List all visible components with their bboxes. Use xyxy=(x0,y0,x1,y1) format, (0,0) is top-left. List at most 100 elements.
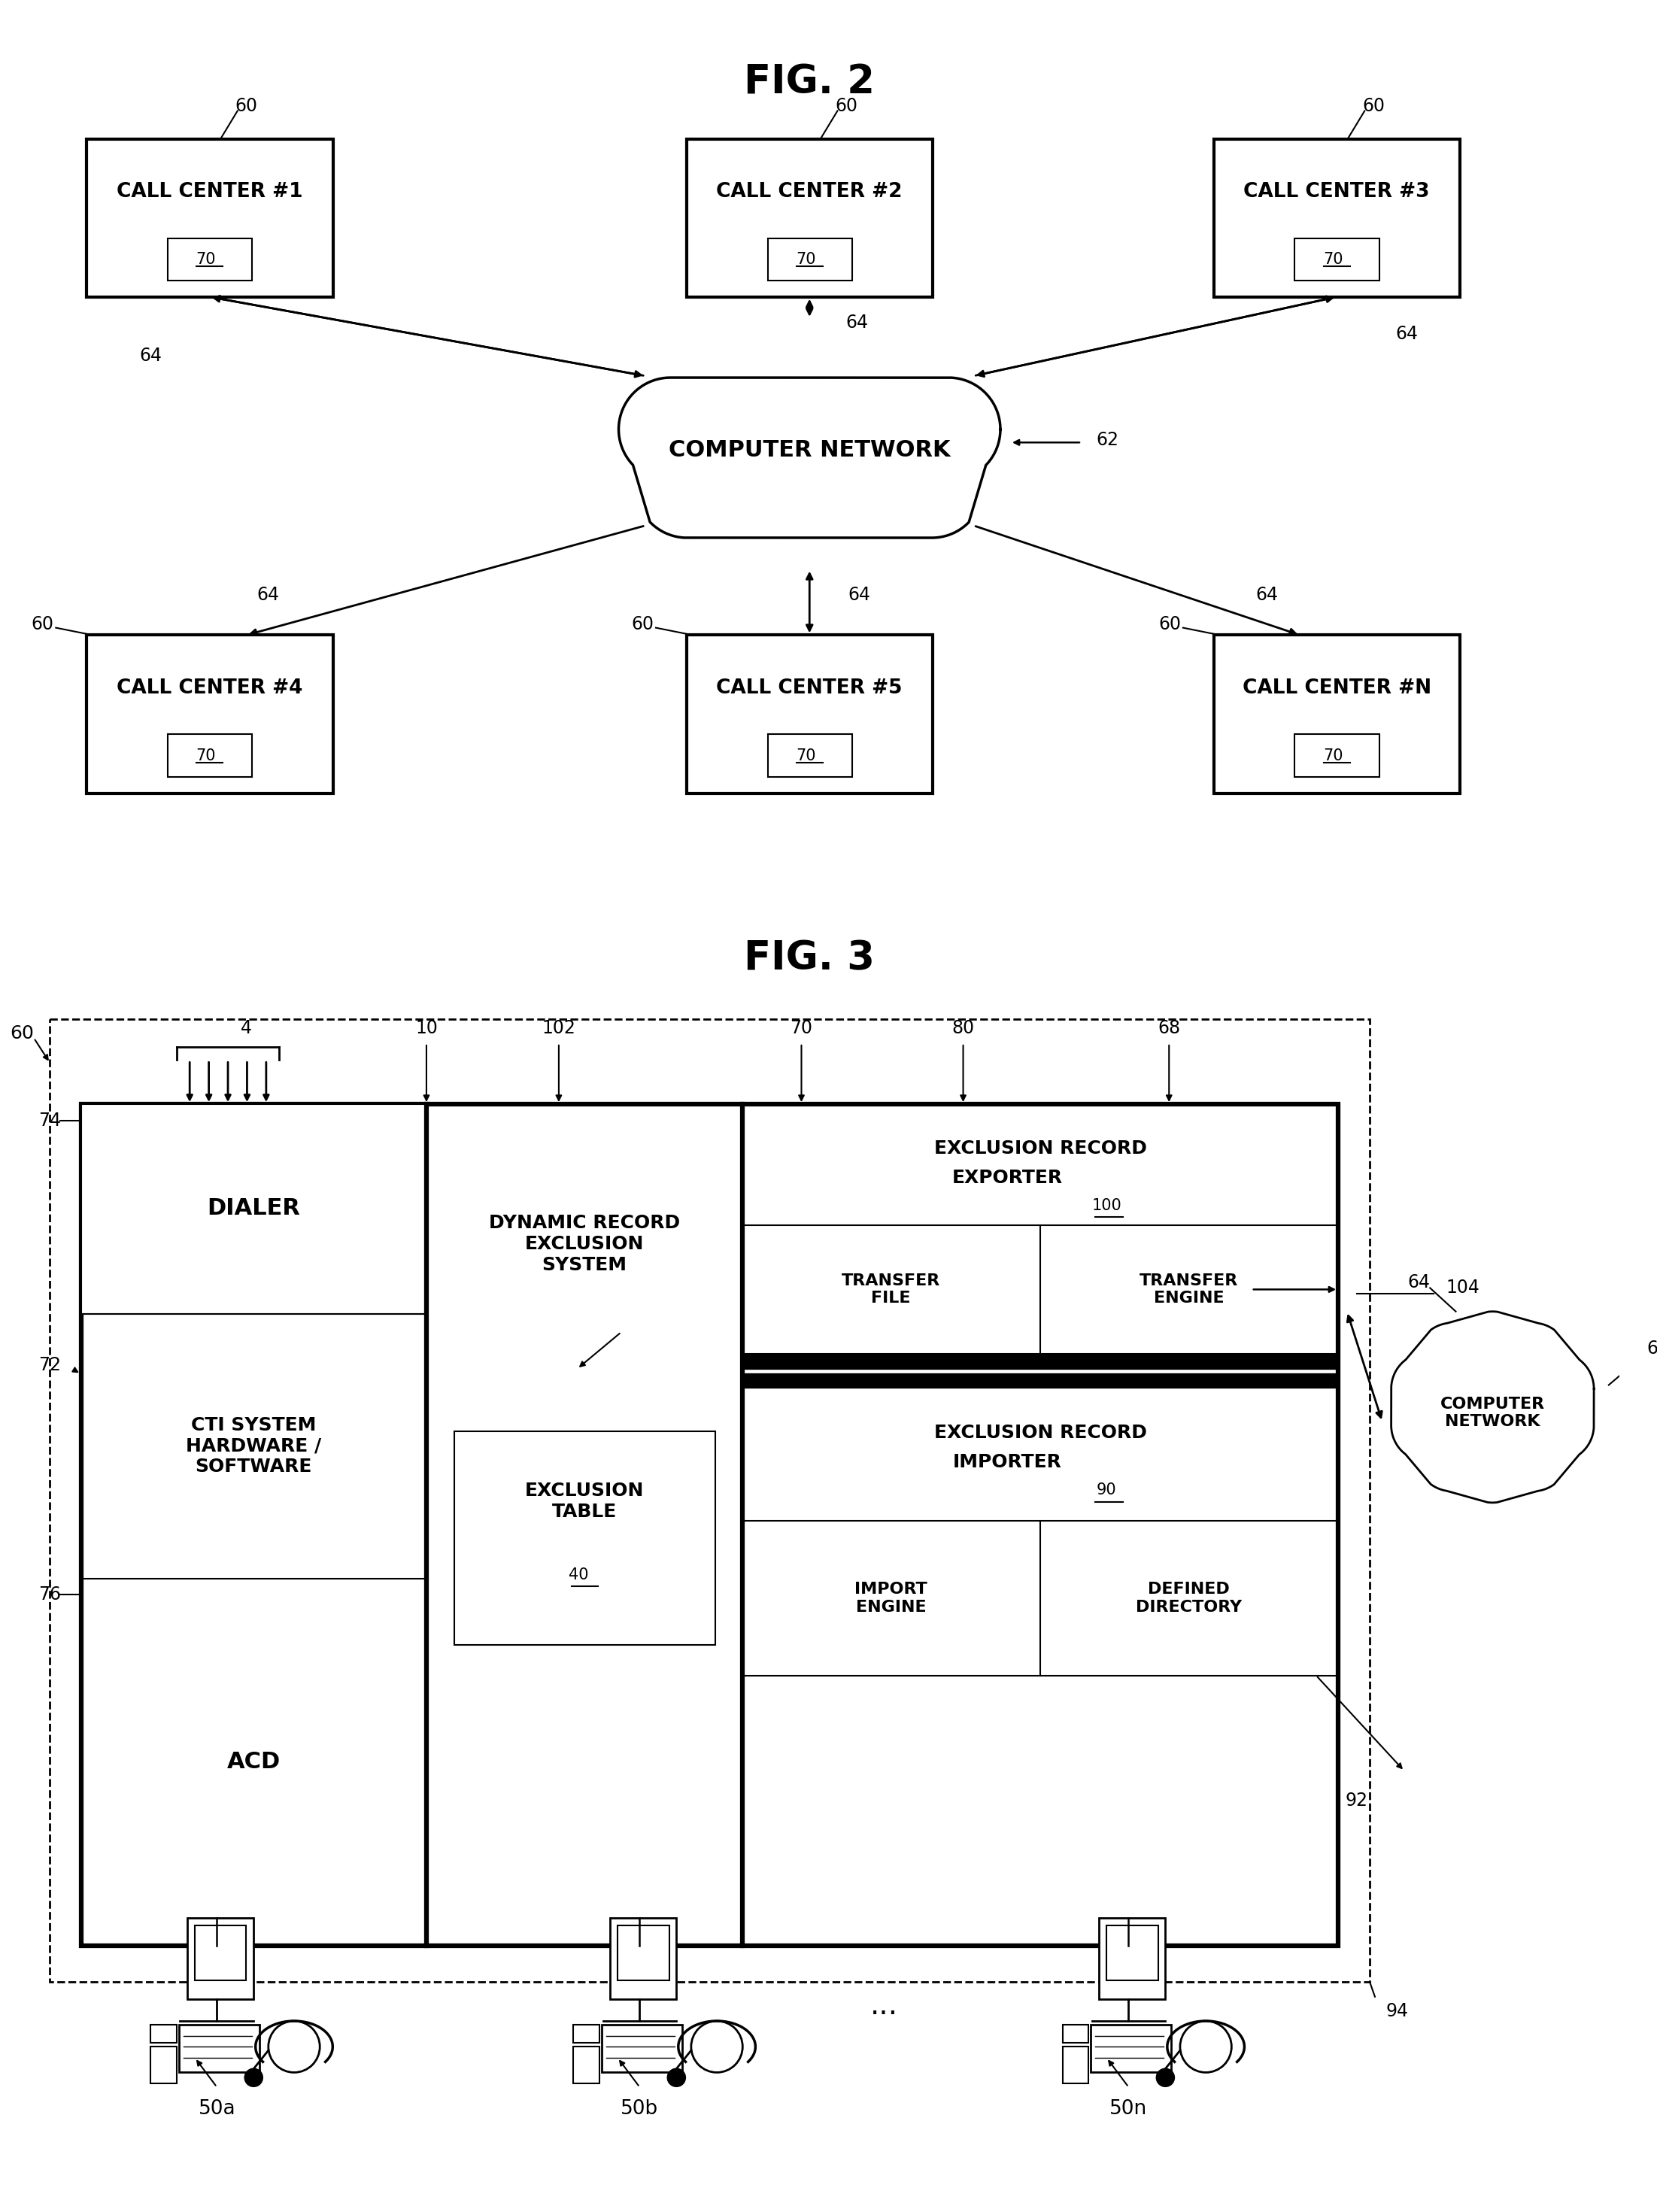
Bar xyxy=(767,734,852,776)
Text: 104: 104 xyxy=(1447,1279,1480,1296)
Text: 64: 64 xyxy=(257,586,280,604)
Text: 60: 60 xyxy=(1158,615,1181,633)
Text: 68: 68 xyxy=(1158,1020,1180,1037)
Text: 40: 40 xyxy=(568,1566,588,1582)
Text: 64: 64 xyxy=(1256,586,1278,604)
Text: 74: 74 xyxy=(38,1110,61,1130)
Text: EXCLUSION
TABLE: EXCLUSION TABLE xyxy=(525,1482,645,1520)
Text: 102: 102 xyxy=(542,1020,575,1037)
Text: 64: 64 xyxy=(139,347,162,365)
Text: TRANSFER
ENGINE: TRANSFER ENGINE xyxy=(1140,1274,1238,1305)
Text: 70: 70 xyxy=(790,1020,812,1037)
Text: 64: 64 xyxy=(1408,1274,1430,1292)
Bar xyxy=(686,139,933,296)
Bar xyxy=(573,2024,600,2044)
Text: TRANSFER
FILE: TRANSFER FILE xyxy=(842,1274,941,1305)
Bar xyxy=(454,1431,716,1644)
Text: COMPUTER NETWORK: COMPUTER NETWORK xyxy=(669,438,951,460)
Text: CALL CENTER #N: CALL CENTER #N xyxy=(1243,679,1432,697)
Bar xyxy=(767,239,852,281)
Bar xyxy=(1215,139,1460,296)
Text: 60: 60 xyxy=(235,97,257,115)
Circle shape xyxy=(1157,2068,1175,2086)
Text: 4: 4 xyxy=(240,1020,252,1037)
Text: 10: 10 xyxy=(416,1020,437,1037)
Bar xyxy=(601,2024,683,2073)
Text: 80: 80 xyxy=(951,1020,974,1037)
Text: 70: 70 xyxy=(1322,252,1342,268)
Text: CALL CENTER #2: CALL CENTER #2 xyxy=(716,181,903,201)
Text: 92: 92 xyxy=(1345,1792,1367,1809)
Text: 50n: 50n xyxy=(1110,2099,1148,2119)
Bar xyxy=(1062,2046,1089,2084)
Bar xyxy=(573,2046,600,2084)
Bar xyxy=(179,2024,260,2073)
Bar xyxy=(1062,2024,1089,2044)
Text: COMPUTER
NETWORK: COMPUTER NETWORK xyxy=(1440,1396,1544,1429)
Bar xyxy=(86,635,333,794)
Text: FIG. 3: FIG. 3 xyxy=(744,940,875,978)
Bar xyxy=(151,2024,176,2044)
Bar xyxy=(187,1918,254,2000)
Text: 64: 64 xyxy=(1395,325,1418,343)
Text: 94: 94 xyxy=(1385,2002,1408,2020)
Text: 72: 72 xyxy=(38,1356,61,1374)
Text: EXPORTER: EXPORTER xyxy=(953,1168,1062,1186)
Bar xyxy=(81,1104,426,1314)
Text: CALL CENTER #4: CALL CENTER #4 xyxy=(116,679,303,697)
Bar xyxy=(1215,635,1460,794)
Bar xyxy=(167,734,252,776)
Text: 62: 62 xyxy=(1647,1338,1657,1358)
Text: 64: 64 xyxy=(848,586,872,604)
Bar xyxy=(81,1104,1339,1947)
Text: 100: 100 xyxy=(1092,1199,1122,1212)
Polygon shape xyxy=(618,378,1001,538)
Bar xyxy=(1099,1918,1165,2000)
Text: CALL CENTER #1: CALL CENTER #1 xyxy=(116,181,303,201)
Circle shape xyxy=(245,2068,262,2086)
Text: 60: 60 xyxy=(1362,97,1385,115)
Text: IMPORTER: IMPORTER xyxy=(953,1453,1062,1471)
Text: 60: 60 xyxy=(631,615,655,633)
Bar xyxy=(610,1918,676,2000)
Text: 50b: 50b xyxy=(621,2099,658,2119)
Bar xyxy=(167,239,252,281)
Text: IMPORT
ENGINE: IMPORT ENGINE xyxy=(855,1582,928,1615)
Text: 60: 60 xyxy=(10,1024,35,1042)
Bar xyxy=(686,635,933,794)
Text: CTI SYSTEM
HARDWARE /
SOFTWARE: CTI SYSTEM HARDWARE / SOFTWARE xyxy=(186,1416,321,1475)
Text: EXCLUSION RECORD: EXCLUSION RECORD xyxy=(935,1425,1147,1442)
Bar xyxy=(86,139,333,296)
Bar xyxy=(196,1924,247,1980)
Text: CALL CENTER #5: CALL CENTER #5 xyxy=(716,679,903,697)
Text: FIG. 2: FIG. 2 xyxy=(744,62,875,102)
Text: DIALER: DIALER xyxy=(207,1197,300,1219)
Text: 70: 70 xyxy=(196,252,215,268)
Text: 70: 70 xyxy=(196,748,215,763)
Text: 60: 60 xyxy=(31,615,55,633)
Text: ACD: ACD xyxy=(227,1752,280,1774)
Bar xyxy=(151,2046,176,2084)
Bar xyxy=(1090,2024,1171,2073)
Bar xyxy=(1294,239,1379,281)
Bar xyxy=(618,1924,669,1980)
Text: 70: 70 xyxy=(795,252,815,268)
Text: 62: 62 xyxy=(1095,431,1118,449)
Text: 76: 76 xyxy=(38,1586,61,1604)
Text: 90: 90 xyxy=(1097,1482,1117,1498)
Text: 50a: 50a xyxy=(199,2099,235,2119)
Text: DYNAMIC RECORD
EXCLUSION
SYSTEM: DYNAMIC RECORD EXCLUSION SYSTEM xyxy=(489,1214,679,1274)
Text: DEFINED
DIRECTORY: DEFINED DIRECTORY xyxy=(1135,1582,1243,1615)
Bar xyxy=(50,1020,1370,1982)
Circle shape xyxy=(668,2068,686,2086)
Polygon shape xyxy=(1392,1312,1594,1502)
Text: 64: 64 xyxy=(847,314,868,332)
Text: EXCLUSION RECORD: EXCLUSION RECORD xyxy=(935,1139,1147,1157)
Bar xyxy=(1294,734,1379,776)
Text: ...: ... xyxy=(870,1993,898,2020)
Bar xyxy=(1107,1924,1158,1980)
Text: CALL CENTER #3: CALL CENTER #3 xyxy=(1244,181,1430,201)
Text: 60: 60 xyxy=(835,97,858,115)
Text: 70: 70 xyxy=(1322,748,1342,763)
Text: 70: 70 xyxy=(795,748,815,763)
